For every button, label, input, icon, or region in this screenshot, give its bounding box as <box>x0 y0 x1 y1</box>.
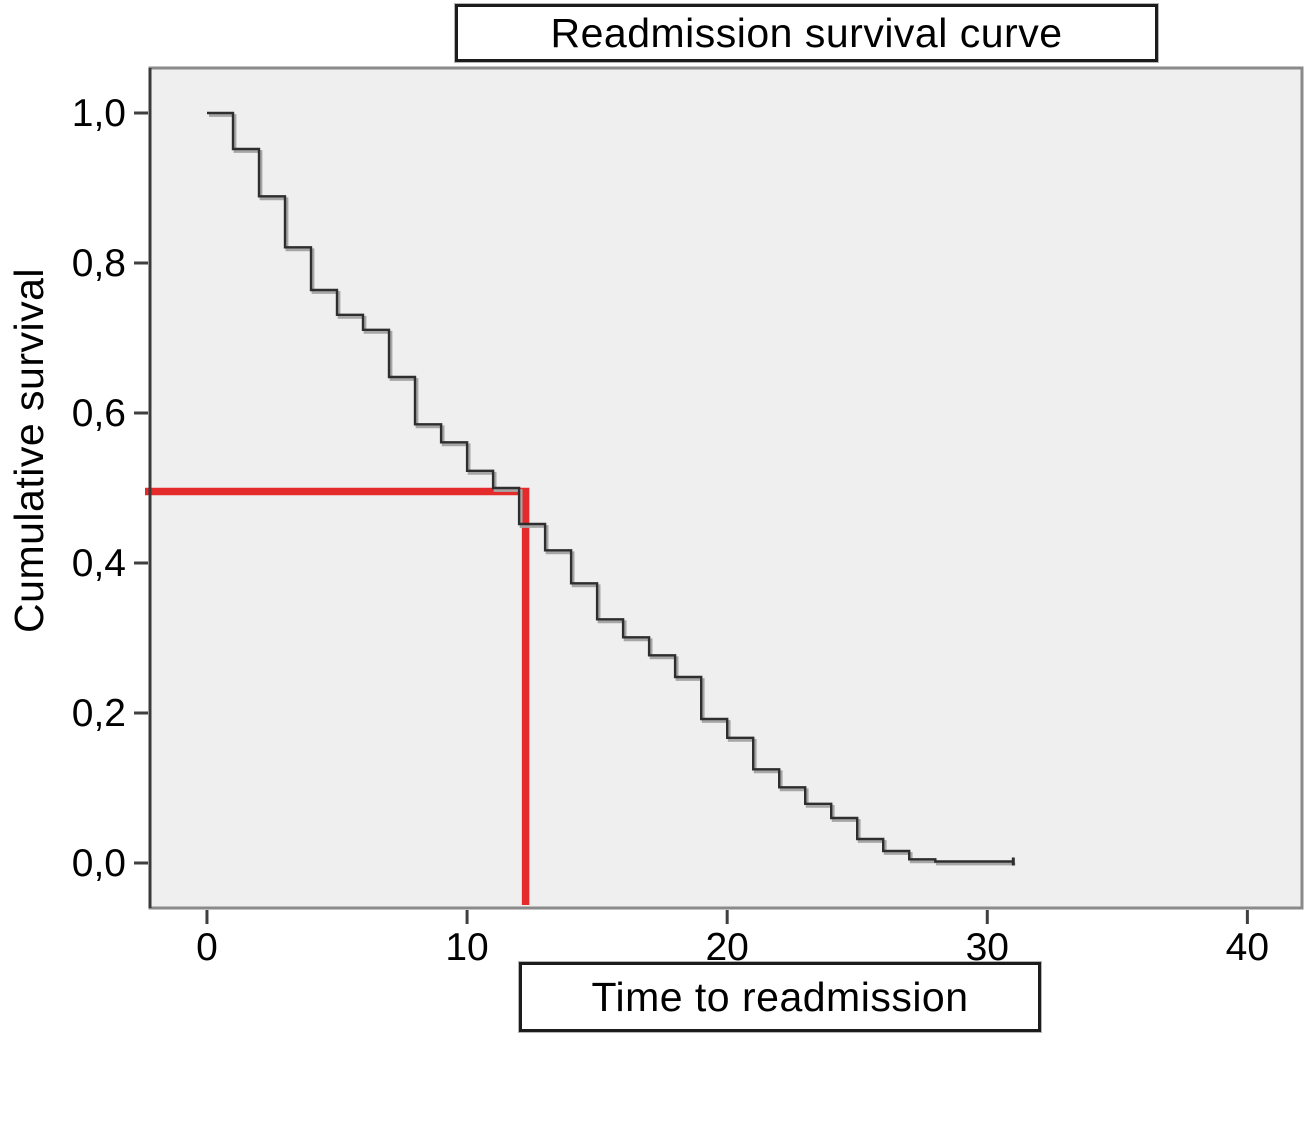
x-tick-label: 0 <box>196 926 218 969</box>
x-tick-label: 40 <box>1226 926 1269 969</box>
y-tick-label: 0,8 <box>72 242 126 285</box>
y-tick-label: 1,0 <box>72 92 126 135</box>
chart-title: Readmission survival curve <box>550 9 1063 56</box>
survival-curve-shadow <box>209 114 1016 866</box>
x-tick-label: 30 <box>966 926 1009 969</box>
y-axis-label-wrap: Cumulative survival <box>0 90 58 810</box>
chart-title-box: Readmission survival curve <box>454 3 1159 63</box>
y-axis-label: Cumulative survival <box>5 267 52 633</box>
y-tick-label: 0,0 <box>72 842 126 885</box>
x-tick-label: 20 <box>705 926 748 969</box>
x-axis-label: Time to readmission <box>591 973 969 1020</box>
y-tick-label: 0,4 <box>72 542 126 585</box>
x-axis-ticks: 0 10 20 30 40 <box>196 910 1269 969</box>
y-tick-label: 0,6 <box>72 392 126 435</box>
median-reference-line <box>145 487 530 905</box>
x-axis-label-box: Time to readmission <box>518 961 1042 1033</box>
y-axis-ticks: 0,0 0,2 0,4 0,6 0,8 1,0 <box>72 92 148 885</box>
survival-curve <box>207 111 1014 863</box>
y-tick-label: 0,2 <box>72 692 126 735</box>
x-tick-label: 10 <box>445 926 488 969</box>
